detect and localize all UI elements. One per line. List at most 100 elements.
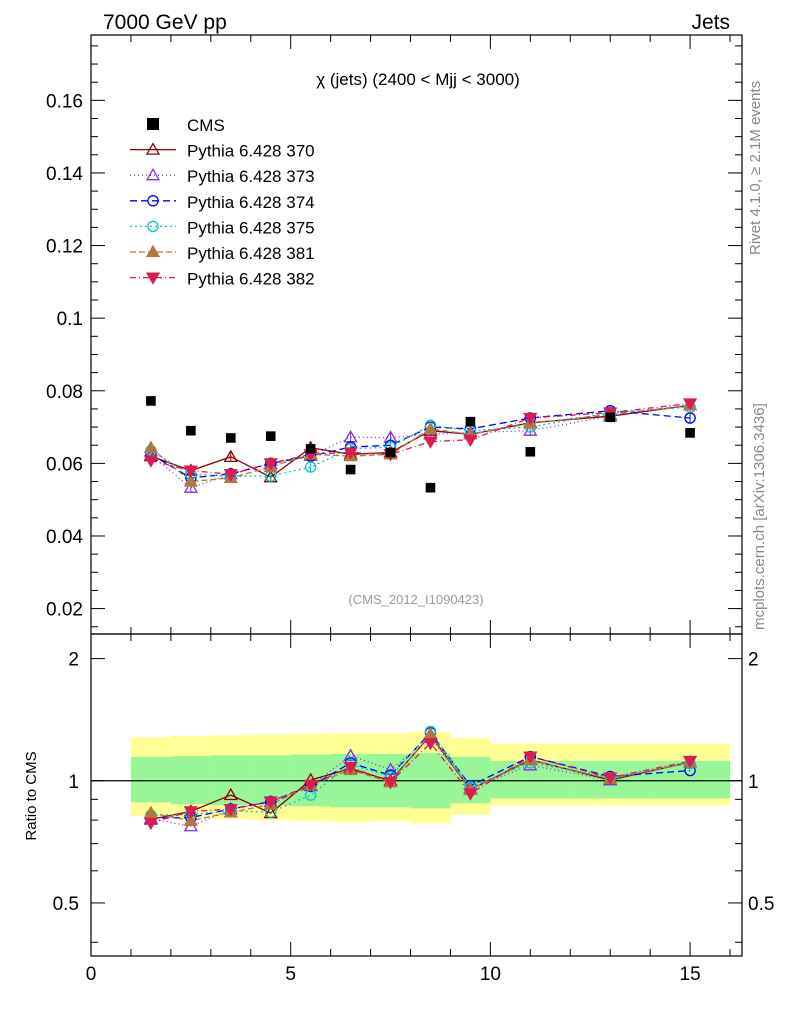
cms-point bbox=[305, 444, 316, 454]
series-line-p374 bbox=[150, 410, 691, 479]
rivet-version-label: Rivet 4.1.0, ≥ 2.1M events bbox=[747, 81, 764, 255]
ratio-y-tick-label-right: 1 bbox=[748, 772, 759, 793]
y-tick-label: 0.14 bbox=[46, 164, 83, 185]
x-tick-label: 5 bbox=[285, 964, 296, 985]
series-point-p381 bbox=[183, 474, 198, 487]
ratio-axes: 0.5 0.5 1 1 2 2 0 5 10 15 bbox=[53, 633, 774, 985]
series-point-p373 bbox=[183, 480, 198, 493]
legend-label-p370: Pythia 6.428 370 bbox=[187, 142, 315, 161]
ratio-y-tick-label-right: 2 bbox=[748, 650, 759, 671]
series-point-p382 bbox=[463, 434, 478, 448]
y-tick-label: 0.02 bbox=[46, 600, 83, 621]
ratio-point-p381 bbox=[183, 813, 198, 826]
series-point-p382 bbox=[523, 412, 538, 426]
ratio-series-markers bbox=[143, 725, 698, 832]
legend-label-p381: Pythia 6.428 381 bbox=[187, 244, 315, 263]
cms-point bbox=[685, 428, 695, 438]
chart-title: χ (jets) (2400 < Mjj < 3000) bbox=[316, 70, 520, 89]
ratio-point-p382 bbox=[263, 796, 278, 809]
x-tick-label: 15 bbox=[680, 964, 701, 985]
cms-point bbox=[265, 431, 276, 441]
legend-label-p373: Pythia 6.428 373 bbox=[187, 167, 315, 186]
cms-point bbox=[345, 464, 356, 475]
cms-point bbox=[525, 446, 536, 457]
ratio-band-inner bbox=[130, 756, 171, 803]
legend-label-p382: Pythia 6.428 382 bbox=[187, 270, 315, 289]
series-point-p381 bbox=[143, 440, 159, 453]
ratio-point-p373 bbox=[343, 748, 358, 761]
header-energy-label: 7000 GeV pp bbox=[103, 11, 227, 34]
series-point-p382 bbox=[263, 458, 278, 471]
series-point-p382 bbox=[143, 455, 159, 468]
series-point-p373 bbox=[523, 423, 538, 436]
cms-point bbox=[186, 425, 196, 436]
series-point-p370 bbox=[223, 449, 238, 462]
cms-point bbox=[146, 396, 156, 406]
cms-point bbox=[225, 433, 236, 443]
ratio-point-p382 bbox=[303, 779, 318, 793]
series-point-p374 bbox=[684, 412, 696, 424]
legend: CMS Pythia 6.428 370 Pythia 6.428 373 Pythi… bbox=[130, 116, 315, 289]
main-axes: 0.02 0.04 0.06 0.08 0.1 0.12 0.14 0.16 bbox=[46, 34, 743, 635]
legend-label-p375: Pythia 6.428 375 bbox=[187, 218, 315, 237]
ratio-point-p382 bbox=[463, 788, 478, 801]
ratio-point-p382 bbox=[223, 804, 238, 817]
cms-point bbox=[605, 412, 616, 423]
ratio-y-tick-label: 1 bbox=[68, 772, 79, 793]
mcplots-reference-label: mcplots.cern.ch [arXiv:1306.3436] bbox=[751, 403, 768, 630]
y-tick-label: 0.16 bbox=[46, 91, 83, 112]
ratio-point-p382 bbox=[183, 806, 198, 819]
series-line-p382 bbox=[150, 402, 691, 475]
series-point-p382 bbox=[183, 465, 198, 478]
ratio-point-p382 bbox=[523, 751, 538, 764]
series-point-p382 bbox=[223, 469, 238, 482]
series-point-p382 bbox=[423, 436, 438, 449]
cms-point bbox=[385, 447, 396, 458]
ratio-point-p370 bbox=[223, 787, 238, 801]
y-tick-label: 0.04 bbox=[46, 527, 83, 548]
cms-point bbox=[465, 416, 476, 427]
legend-cms-label: CMS bbox=[187, 116, 225, 135]
x-tick-label: 0 bbox=[86, 964, 97, 985]
y-tick-label: 0.06 bbox=[46, 454, 83, 475]
ratio-point-p382 bbox=[603, 772, 618, 785]
cms-point bbox=[425, 482, 436, 493]
legend-marker-p382 bbox=[145, 272, 161, 285]
ratio-point-p382 bbox=[143, 817, 159, 831]
y-tick-label: 0.1 bbox=[57, 309, 83, 330]
legend-marker-p374 bbox=[147, 195, 159, 207]
series-line-p375 bbox=[150, 406, 691, 477]
ratio-y-tick-label: 2 bbox=[68, 650, 79, 671]
ratio-y-tick-label-right: 0.5 bbox=[748, 894, 774, 915]
analysis-watermark: (CMS_2012_I1090423) bbox=[348, 592, 483, 607]
legend-marker-p375 bbox=[147, 220, 159, 233]
legend-marker-p381 bbox=[145, 244, 161, 258]
legend-marker-p370 bbox=[145, 142, 161, 155]
ratio-point-p382 bbox=[383, 777, 398, 790]
ratio-point-p382 bbox=[343, 761, 358, 775]
ratio-point-p373 bbox=[383, 762, 398, 775]
header-process-label: Jets bbox=[691, 11, 730, 34]
legend-label-p374: Pythia 6.428 374 bbox=[187, 193, 315, 212]
cms-data-points bbox=[146, 396, 695, 493]
ratio-line-p373 bbox=[150, 736, 691, 827]
ratio-point-p381 bbox=[143, 805, 159, 819]
series-point-p381 bbox=[423, 421, 438, 435]
y-tick-label: 0.08 bbox=[46, 382, 83, 403]
x-tick-label: 10 bbox=[480, 964, 501, 985]
main-series-lines bbox=[150, 402, 691, 489]
ratio-point-p382 bbox=[682, 755, 698, 769]
ratio-y-axis-label: Ratio to CMS bbox=[23, 751, 40, 840]
ratio-frame bbox=[90, 633, 743, 957]
ratio-point-p382 bbox=[423, 737, 438, 751]
series-point-p375 bbox=[304, 461, 317, 473]
legend-marker-p373 bbox=[145, 167, 161, 181]
ratio-y-tick-label: 0.5 bbox=[53, 894, 79, 915]
series-point-p382 bbox=[682, 398, 698, 411]
series-point-p382 bbox=[343, 447, 358, 460]
y-tick-label: 0.12 bbox=[46, 237, 83, 258]
series-line-p381 bbox=[150, 404, 691, 483]
ratio-line-p382 bbox=[150, 742, 691, 824]
legend-cms-marker bbox=[147, 118, 159, 130]
